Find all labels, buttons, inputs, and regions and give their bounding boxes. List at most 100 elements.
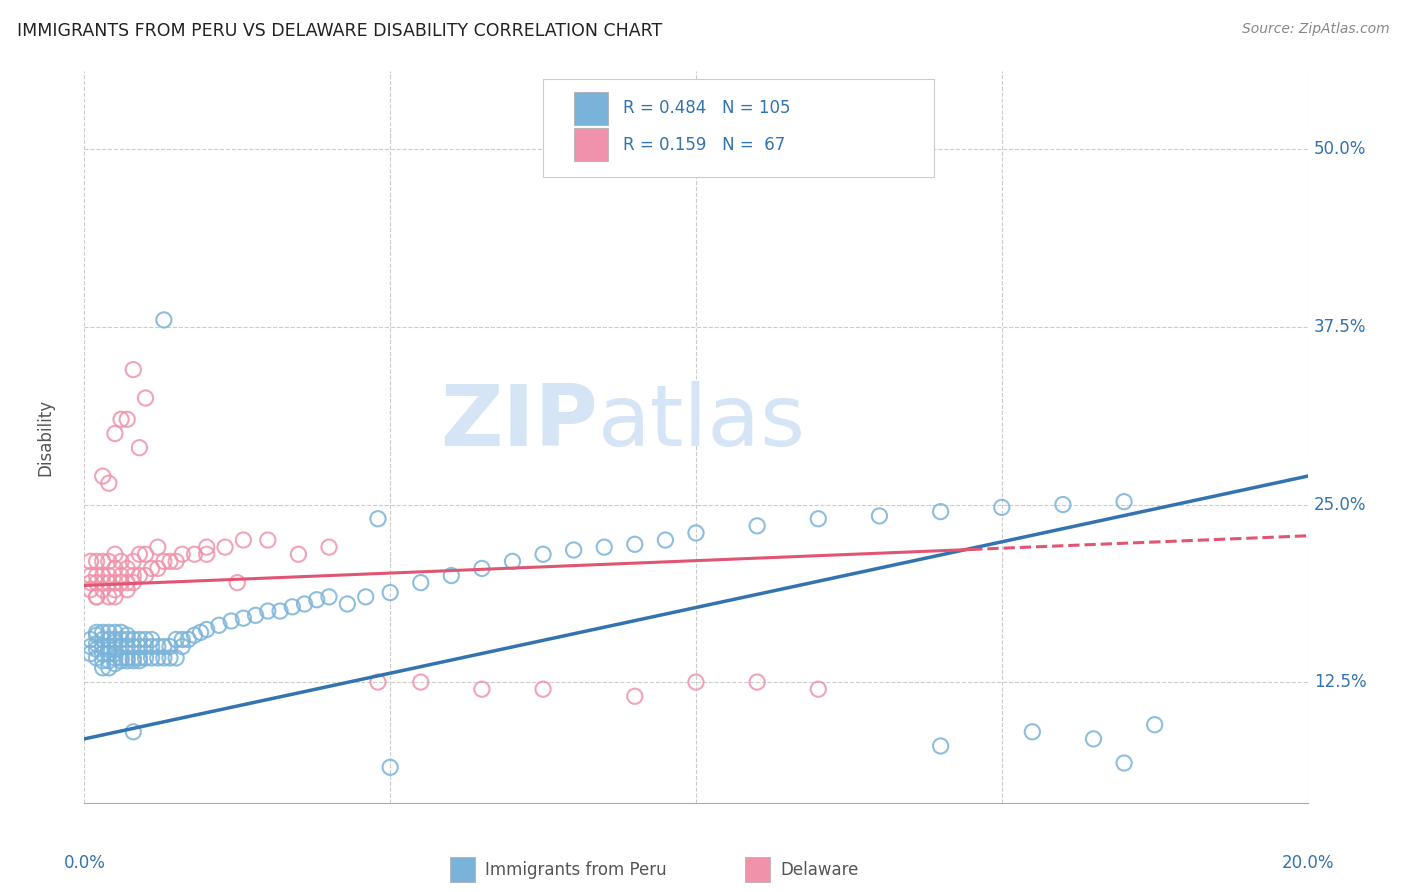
Point: [122, 651, 145, 665]
Point: [593, 540, 616, 554]
Point: [165, 651, 187, 665]
Point: [177, 632, 200, 647]
Point: [79, 640, 101, 654]
Point: [104, 561, 127, 575]
Point: [367, 675, 389, 690]
Point: [104, 642, 127, 657]
Point: [146, 651, 169, 665]
Point: [91, 575, 114, 590]
Text: 25.0%: 25.0%: [1313, 496, 1367, 514]
Point: [104, 651, 127, 665]
Point: [471, 682, 494, 697]
Text: Disability: Disability: [37, 399, 55, 475]
Point: [190, 625, 212, 640]
Point: [110, 575, 132, 590]
Point: [104, 625, 127, 640]
FancyBboxPatch shape: [574, 92, 607, 125]
Point: [367, 512, 389, 526]
Point: [115, 412, 138, 426]
Point: [79, 568, 101, 582]
Point: [97, 661, 120, 675]
Point: [110, 412, 132, 426]
Point: [747, 519, 769, 533]
Point: [104, 632, 127, 647]
Point: [128, 547, 150, 561]
Point: [294, 597, 316, 611]
Point: [104, 657, 127, 671]
Text: R = 0.484   N = 105: R = 0.484 N = 105: [623, 99, 790, 117]
Point: [183, 628, 205, 642]
Point: [929, 739, 952, 753]
Point: [531, 547, 554, 561]
Point: [624, 690, 647, 704]
Text: ZIP: ZIP: [440, 381, 598, 464]
Point: [128, 632, 150, 647]
Text: IMMIGRANTS FROM PERU VS DELAWARE DISABILITY CORRELATION CHART: IMMIGRANTS FROM PERU VS DELAWARE DISABIL…: [17, 22, 662, 40]
Point: [110, 632, 132, 647]
Point: [91, 568, 114, 582]
Point: [115, 654, 138, 668]
Point: [115, 632, 138, 647]
Point: [214, 540, 236, 554]
Point: [79, 647, 101, 661]
Point: [91, 661, 114, 675]
Point: [172, 632, 194, 647]
Point: [354, 590, 377, 604]
Point: [153, 554, 176, 568]
Point: [128, 640, 150, 654]
Point: [115, 640, 138, 654]
Text: 0.0%: 0.0%: [63, 854, 105, 872]
Point: [91, 469, 114, 483]
Point: [86, 568, 108, 582]
Point: [97, 568, 120, 582]
Point: [91, 654, 114, 668]
Point: [128, 654, 150, 668]
Point: [172, 547, 194, 561]
Point: [135, 568, 157, 582]
Point: [79, 575, 101, 590]
Point: [159, 554, 181, 568]
Text: 50.0%: 50.0%: [1313, 140, 1367, 159]
Point: [219, 614, 242, 628]
Point: [141, 561, 163, 575]
Point: [122, 654, 145, 668]
Point: [281, 599, 304, 614]
Point: [991, 500, 1014, 515]
Point: [183, 547, 205, 561]
Point: [97, 654, 120, 668]
Point: [86, 590, 108, 604]
Point: [135, 391, 157, 405]
Point: [97, 575, 120, 590]
Point: [208, 618, 231, 632]
Point: [91, 647, 114, 661]
Point: [97, 590, 120, 604]
Point: [86, 628, 108, 642]
Point: [685, 525, 707, 540]
Point: [86, 590, 108, 604]
Point: [86, 625, 108, 640]
Point: [195, 540, 218, 554]
Point: [86, 575, 108, 590]
Point: [1114, 494, 1136, 508]
Point: [654, 533, 676, 547]
Point: [128, 441, 150, 455]
Text: atlas: atlas: [598, 381, 806, 464]
Point: [869, 508, 891, 523]
Text: Delaware: Delaware: [780, 861, 859, 879]
Point: [153, 640, 176, 654]
Point: [86, 554, 108, 568]
Point: [135, 651, 157, 665]
Point: [122, 568, 145, 582]
Point: [91, 632, 114, 647]
Point: [115, 651, 138, 665]
Point: [146, 540, 169, 554]
Point: [97, 625, 120, 640]
Point: [104, 582, 127, 597]
Point: [86, 642, 108, 657]
Point: [86, 637, 108, 651]
Point: [79, 632, 101, 647]
Point: [807, 682, 830, 697]
Text: Immigrants from Peru: Immigrants from Peru: [485, 861, 666, 879]
Point: [122, 362, 145, 376]
Text: 20.0%: 20.0%: [1281, 854, 1334, 872]
